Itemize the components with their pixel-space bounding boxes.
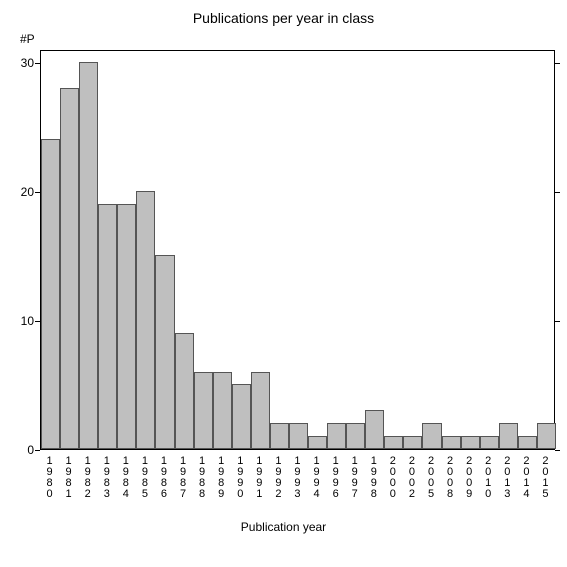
- plot-area: [40, 50, 555, 450]
- y-tick-mark: [555, 192, 560, 193]
- x-tick-label: 1991: [250, 456, 269, 500]
- bar: [518, 436, 537, 449]
- bar: [155, 255, 174, 449]
- x-axis-title: Publication year: [0, 520, 567, 534]
- x-tick-label: 1989: [212, 456, 231, 500]
- bar: [194, 372, 213, 449]
- x-tick-label: 1990: [231, 456, 250, 500]
- y-tick-label: 0: [12, 443, 34, 457]
- x-tick-label: 2014: [517, 456, 536, 500]
- bar: [289, 423, 308, 449]
- y-tick-mark: [35, 321, 40, 322]
- x-tick-label: 2008: [441, 456, 460, 500]
- bar: [346, 423, 365, 449]
- bar: [270, 423, 289, 449]
- bar: [79, 62, 98, 449]
- bar: [136, 191, 155, 449]
- y-tick-mark: [35, 63, 40, 64]
- bar: [461, 436, 480, 449]
- x-tick-label: 1996: [326, 456, 345, 500]
- x-tick-label: 1994: [307, 456, 326, 500]
- bar: [213, 372, 232, 449]
- chart-title: Publications per year in class: [0, 10, 567, 26]
- x-tick-label: 1997: [345, 456, 364, 500]
- x-tick-label: 2009: [460, 456, 479, 500]
- bar: [422, 423, 441, 449]
- x-tick-label: 2000: [383, 456, 402, 500]
- y-tick-label: 30: [12, 56, 34, 70]
- bar: [98, 204, 117, 449]
- x-tick-label: 1981: [59, 456, 78, 500]
- bar: [41, 139, 60, 449]
- y-tick-label: 20: [12, 185, 34, 199]
- bar: [499, 423, 518, 449]
- bar: [308, 436, 327, 449]
- x-tick-label: 1987: [174, 456, 193, 500]
- bar: [327, 423, 346, 449]
- x-tick-label: 1993: [288, 456, 307, 500]
- bar: [384, 436, 403, 449]
- bar: [442, 436, 461, 449]
- x-tick-label: 2002: [402, 456, 421, 500]
- x-tick-label: 2010: [479, 456, 498, 500]
- x-tick-label: 2013: [498, 456, 517, 500]
- bar: [117, 204, 136, 449]
- y-tick-label: 10: [12, 314, 34, 328]
- x-tick-label: 1980: [40, 456, 59, 500]
- x-tick-label: 1985: [135, 456, 154, 500]
- bar: [60, 88, 79, 449]
- x-tick-label: 1992: [269, 456, 288, 500]
- x-tick-label: 1988: [193, 456, 212, 500]
- bar: [403, 436, 422, 449]
- bar: [251, 372, 270, 449]
- x-tick-label: 1984: [116, 456, 135, 500]
- y-tick-mark: [555, 450, 560, 451]
- y-tick-mark: [555, 63, 560, 64]
- x-tick-label: 1983: [97, 456, 116, 500]
- x-tick-label: 2015: [536, 456, 555, 500]
- y-tick-mark: [555, 321, 560, 322]
- x-tick-label: 1982: [78, 456, 97, 500]
- bar: [537, 423, 556, 449]
- x-tick-label: 2005: [421, 456, 440, 500]
- bar: [175, 333, 194, 449]
- y-axis-title: #P: [20, 32, 35, 46]
- bar: [365, 410, 384, 449]
- y-tick-mark: [35, 450, 40, 451]
- bar: [480, 436, 499, 449]
- x-tick-label: 1986: [154, 456, 173, 500]
- x-tick-label: 1998: [364, 456, 383, 500]
- chart-container: Publications per year in class #P Public…: [0, 0, 567, 567]
- y-tick-mark: [35, 192, 40, 193]
- bar: [232, 384, 251, 449]
